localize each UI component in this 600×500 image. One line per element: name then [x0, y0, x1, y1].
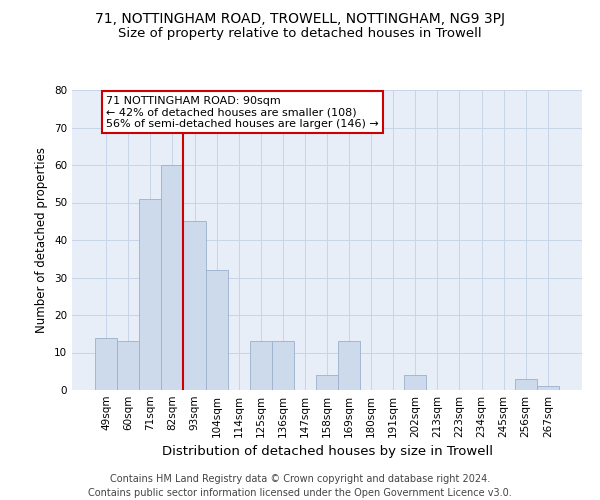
Bar — [404, 375, 427, 390]
Text: Contains HM Land Registry data © Crown copyright and database right 2024.
Contai: Contains HM Land Registry data © Crown c… — [88, 474, 512, 498]
Bar — [117, 341, 139, 390]
Bar — [206, 270, 227, 390]
Bar — [139, 198, 161, 390]
Bar — [161, 165, 184, 390]
X-axis label: Distribution of detached houses by size in Trowell: Distribution of detached houses by size … — [161, 446, 493, 458]
Bar — [338, 341, 360, 390]
Y-axis label: Number of detached properties: Number of detached properties — [35, 147, 49, 333]
Bar — [250, 341, 272, 390]
Text: 71 NOTTINGHAM ROAD: 90sqm
← 42% of detached houses are smaller (108)
56% of semi: 71 NOTTINGHAM ROAD: 90sqm ← 42% of detac… — [106, 96, 379, 129]
Bar — [184, 221, 206, 390]
Bar — [515, 379, 537, 390]
Bar — [316, 375, 338, 390]
Text: Size of property relative to detached houses in Trowell: Size of property relative to detached ho… — [118, 28, 482, 40]
Bar — [95, 338, 117, 390]
Text: 71, NOTTINGHAM ROAD, TROWELL, NOTTINGHAM, NG9 3PJ: 71, NOTTINGHAM ROAD, TROWELL, NOTTINGHAM… — [95, 12, 505, 26]
Bar — [272, 341, 294, 390]
Bar — [537, 386, 559, 390]
